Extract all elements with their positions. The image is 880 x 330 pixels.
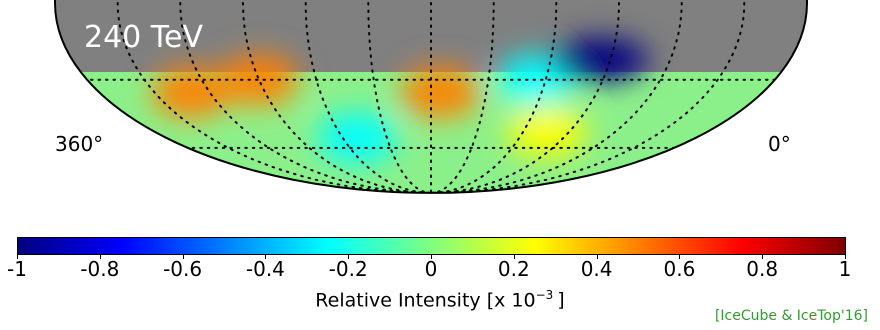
colorbar-label-main: Relative Intensity [x 10: [315, 289, 536, 312]
colorbar-tick-label: -0.8: [80, 257, 120, 281]
colorbar-tick-label: -0.6: [163, 257, 203, 281]
colorbar-tick-label: 0.6: [663, 257, 696, 281]
colorbar-tickmark: [762, 255, 764, 259]
colorbar-label: Relative Intensity [x 10−3]: [0, 288, 880, 311]
meridian-210: [367, 2, 432, 193]
intensity-excess-3: [400, 65, 481, 118]
colorbar-tickmark: [348, 255, 350, 259]
meridian-120: [430, 2, 558, 193]
intensity-core-5: [574, 47, 627, 72]
sky-map: [54, 0, 808, 194]
colorbar-tickmark: [17, 255, 18, 259]
colorbar-tickmark: [596, 255, 598, 259]
colorbar-tick-label: -1: [7, 257, 27, 281]
colorbar-tickmark: [845, 255, 846, 259]
colorbar-tick-label: 0.8: [746, 257, 779, 281]
colorbar-tick-label: -0.4: [245, 257, 285, 281]
colorbar-tickmark: [99, 255, 101, 259]
meridian-330: [116, 2, 432, 193]
credit-label: [IceCube & IceTop'16]: [714, 308, 868, 324]
ra-0-label: 0°: [768, 132, 791, 156]
colorbar-tick-label: 1: [838, 257, 852, 281]
intensity-deficit-2: [317, 111, 398, 164]
colorbar-tick-label: 0.4: [580, 257, 613, 281]
meridian-90: [430, 2, 620, 193]
map-outline: [54, 0, 808, 194]
meridian-270: [242, 2, 432, 193]
meridian-150: [430, 2, 495, 193]
colorbar-tickmark: [513, 255, 515, 259]
colorbar-label-end: ]: [557, 289, 565, 312]
meridian-60: [430, 2, 683, 193]
colorbar-tick-label: 0: [424, 257, 438, 281]
meridian-240: [304, 2, 432, 193]
intensity-excess-0: [151, 65, 232, 118]
ra-360-label: 360°: [55, 132, 104, 156]
colorbar-tickmark: [679, 255, 681, 259]
colorbar: [17, 237, 846, 255]
colorbar-tickmark: [182, 255, 184, 259]
meridian-300: [179, 2, 432, 193]
colorbar-tick-label: 0.2: [497, 257, 530, 281]
intensity-excess-6: [506, 105, 587, 158]
energy-label: 240 TeV: [84, 20, 204, 55]
meridian-30: [430, 2, 746, 193]
colorbar-tick-label: -0.2: [328, 257, 368, 281]
colorbar-label-exponent: −3: [535, 288, 554, 302]
intensity-excess-1: [219, 53, 300, 106]
colorbar-tickmark: [265, 255, 267, 259]
colorbar-tickmark: [431, 255, 432, 259]
